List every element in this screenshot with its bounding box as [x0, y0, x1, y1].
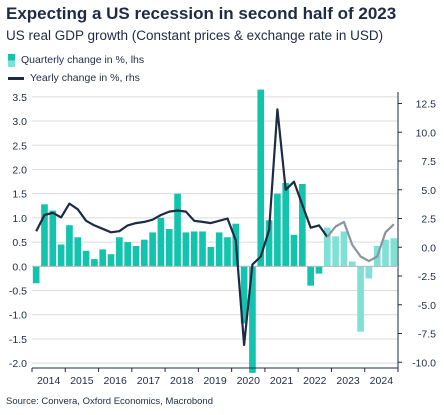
y-left-tick-label: 0.0: [12, 261, 27, 273]
bar: [240, 266, 248, 324]
x-tick-label: 2023: [336, 375, 360, 387]
bar: [340, 231, 348, 267]
bar: [41, 204, 48, 267]
bar: [107, 254, 115, 267]
series-line-yearly: [35, 108, 329, 347]
bar: [282, 183, 290, 267]
bar: [307, 266, 314, 286]
bar: [382, 239, 389, 267]
bar: [323, 227, 331, 267]
bar: [190, 231, 198, 267]
y-left-tick-label: -1.0: [9, 310, 27, 322]
bar: [174, 193, 181, 267]
bar: [149, 232, 156, 267]
legend-label-yearly: Yearly change in %, rhs: [30, 72, 140, 84]
bar: [265, 220, 273, 267]
bar: [140, 239, 148, 267]
legend-swatch-bar: [8, 53, 15, 67]
bar: [249, 266, 256, 373]
bar: [132, 245, 140, 267]
chart-svg: 3.5 3.0 2.5 2.0 1.5 1.0 0.5 0.0 -0.5 -1.0 -1.5 -2.0…: [9, 89, 437, 387]
bar: [74, 237, 82, 267]
bar: [224, 237, 231, 267]
bar: [365, 266, 373, 279]
x-tick-label: 2024: [370, 375, 394, 387]
x-tick-label: 2021: [270, 375, 294, 387]
bar: [390, 238, 398, 267]
bar: [315, 266, 323, 274]
bar: [165, 229, 173, 267]
bar: [332, 236, 339, 267]
bar: [257, 89, 265, 267]
source-note: Source: Convera, Oxford Economics, Macro…: [6, 396, 213, 407]
y-right-tick-label: 5.0: [421, 185, 436, 197]
series-line-yearly-forecast: [326, 220, 395, 263]
chart-title: Expecting a US recession in second half …: [6, 4, 397, 23]
y-right-tick-label: 12.5: [416, 99, 437, 111]
y-left-tick-label: 3.5: [12, 92, 27, 104]
y-right-tick-label: 0.0: [421, 242, 436, 254]
y-right-tick-label: -5.0: [418, 300, 436, 312]
bar: [157, 217, 165, 267]
y-right-tick-label: 7.5: [421, 156, 436, 168]
legend-item-yearly: Yearly change in %, rhs: [8, 71, 140, 85]
x-tick-label: 2014: [37, 375, 61, 387]
y-right-tick-label: -10.0: [412, 357, 436, 369]
legend-swatch-line: [8, 76, 24, 80]
bar: [32, 266, 40, 284]
y-left-tick-label: 3.0: [12, 116, 27, 128]
y-left-tick-label: -1.5: [9, 334, 27, 346]
bar: [207, 246, 215, 267]
y-left-tick-label: 0.5: [12, 237, 27, 249]
x-tick-label: 2018: [170, 375, 194, 387]
bar: [82, 250, 90, 267]
bar: [66, 225, 73, 267]
bar: [116, 237, 123, 267]
x-tick-label: 2020: [237, 375, 261, 387]
y-left-tick-label: 1.5: [12, 189, 27, 201]
bar: [182, 232, 190, 267]
bar: [91, 259, 98, 267]
x-tick-label: 2019: [203, 375, 227, 387]
bar: [290, 234, 298, 267]
bar: [215, 232, 223, 267]
y-right-tick-label: 10.0: [416, 127, 437, 139]
y-right-tick-label: 2.5: [421, 214, 436, 226]
bar: [348, 261, 356, 267]
y-left-tick-label: -2.0: [9, 358, 27, 370]
y-left-tick-label: 2.0: [12, 164, 27, 176]
y-right-tick-label: -7.5: [418, 329, 436, 341]
bar: [124, 242, 131, 267]
y-left-tick-label: 1.0: [12, 213, 27, 225]
bar: [99, 249, 107, 267]
legend-label-quarterly: Quarterly change in %, lhs: [21, 54, 145, 66]
bar: [274, 193, 281, 267]
x-tick-label: 2016: [104, 375, 128, 387]
legend-item-quarterly: Quarterly change in %, lhs: [8, 53, 144, 67]
y-left-tick-label: -0.5: [9, 286, 27, 298]
chart-subtitle: US real GDP growth (Constant prices & ex…: [6, 28, 384, 43]
x-tick-label: 2015: [70, 375, 94, 387]
bar: [299, 184, 306, 267]
bar: [57, 244, 65, 267]
x-tick-label: 2017: [137, 375, 161, 387]
bar: [357, 266, 364, 332]
bar: [49, 210, 57, 267]
x-tick-label: 2022: [303, 375, 327, 387]
bar: [199, 231, 206, 267]
y-left-tick-label: 2.5: [12, 140, 27, 152]
y-right-tick-label: -2.5: [418, 271, 436, 283]
